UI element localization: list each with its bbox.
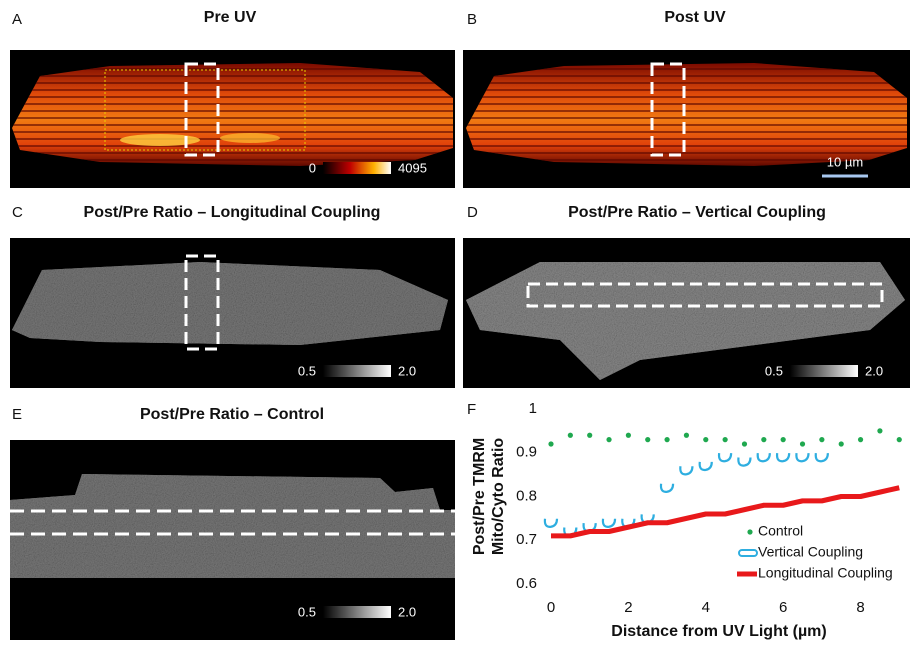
- x-tick-label: 0: [547, 599, 555, 616]
- data-point: [722, 437, 728, 443]
- data-point: [659, 483, 675, 493]
- uv-box: [650, 62, 686, 157]
- y-tick-label: 0.7: [516, 531, 537, 548]
- panel-title: Post UV: [664, 9, 726, 26]
- y-axis-title: Mito/Cyto Ratio: [490, 438, 507, 556]
- colorbar: [323, 365, 391, 377]
- panel-title: Post/Pre Ratio – Vertical Coupling: [568, 204, 826, 221]
- data-point: [756, 453, 771, 463]
- y-tick-label: 0.9: [516, 444, 537, 461]
- data-point: [601, 518, 617, 528]
- panel-label: E: [12, 406, 22, 423]
- uv-box: [526, 282, 884, 308]
- panel-label: D: [467, 204, 478, 221]
- x-tick-label: 2: [624, 599, 632, 616]
- panel-label: B: [467, 11, 477, 28]
- colorbar: [323, 162, 391, 174]
- data-point: [543, 518, 559, 528]
- data-point: [857, 437, 864, 443]
- data-line: [551, 485, 900, 539]
- legend-label: Control: [758, 523, 803, 539]
- panel-label: F: [467, 401, 476, 418]
- colorbar: [790, 365, 858, 377]
- panel-label: C: [12, 204, 23, 221]
- legend-label: Vertical Coupling: [758, 544, 863, 560]
- data-point: [717, 453, 733, 463]
- data-point: [587, 432, 593, 438]
- panel-title: Post/Pre Ratio – Control: [140, 406, 324, 423]
- colorbar-min: 0.5: [298, 363, 316, 378]
- data-point: [819, 437, 825, 443]
- x-tick-label: 8: [856, 599, 864, 616]
- data-point: [741, 441, 748, 447]
- colorbar-max: 4095: [398, 160, 427, 175]
- panel-label: A: [12, 11, 22, 28]
- cell: [10, 474, 455, 578]
- data-point: [838, 441, 844, 447]
- uv-box: [184, 254, 220, 351]
- data-point: [664, 437, 670, 443]
- data-point: [698, 461, 713, 472]
- data-point: [877, 428, 883, 434]
- colorbar-max: 2.0: [398, 363, 416, 378]
- x-tick-label: 6: [779, 599, 787, 616]
- data-point: [645, 437, 651, 443]
- chart: 0.6 0.7 0.8 0.9 1 0 2 4 6 8 Distance from UV Light…: [471, 400, 902, 640]
- data-point: [679, 466, 694, 476]
- y-tick-label: 1: [529, 400, 537, 417]
- legend-marker: [738, 549, 758, 557]
- legend-label: Longitudinal Coupling: [758, 565, 893, 581]
- data-point: [761, 437, 767, 443]
- data-point: [625, 432, 631, 438]
- data-point: [683, 432, 690, 438]
- y-tick-label: 0.8: [516, 487, 537, 504]
- data-point: [814, 453, 829, 463]
- cell: [466, 262, 905, 380]
- uv-box: [184, 62, 220, 157]
- cell: [12, 262, 448, 345]
- panel-title: Pre UV: [204, 9, 257, 26]
- cell: [466, 63, 907, 166]
- colorbar-min: 0: [309, 160, 316, 175]
- data-point: [780, 437, 786, 443]
- data-point: [775, 453, 791, 463]
- data-point: [896, 437, 902, 443]
- x-tick-label: 4: [702, 599, 710, 616]
- data-point: [795, 453, 810, 463]
- panel-title: Post/Pre Ratio – Longitudinal Coupling: [84, 204, 381, 221]
- legend-marker: [747, 529, 753, 535]
- data-point: [567, 432, 573, 438]
- data-point: [703, 437, 709, 443]
- data-point: [737, 457, 752, 467]
- data-point: [606, 437, 612, 443]
- colorbar-min: 0.5: [765, 363, 783, 378]
- colorbar-max: 2.0: [865, 363, 883, 378]
- colorbar-min: 0.5: [298, 604, 316, 619]
- y-axis-title: Post/Pre TMRM: [471, 438, 488, 555]
- data-point: [548, 441, 554, 447]
- x-axis-title: Distance from UV Light (µm): [611, 623, 826, 640]
- colorbar-max: 2.0: [398, 604, 416, 619]
- roi-box: [104, 69, 306, 151]
- data-point: [799, 441, 806, 447]
- scale-bar-label: 10 µm: [827, 154, 863, 169]
- y-tick-label: 0.6: [516, 575, 537, 592]
- colorbar: [323, 606, 391, 618]
- cell: [12, 63, 453, 166]
